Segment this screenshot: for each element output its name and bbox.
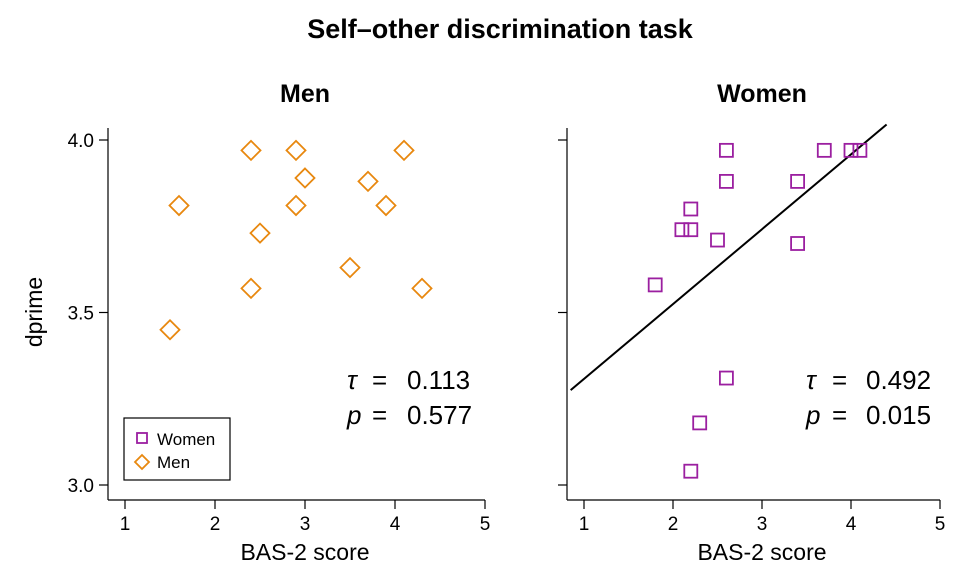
- panel-title-women: Women: [717, 80, 807, 108]
- point-men-2: [240, 139, 262, 162]
- p-value-men: 0.577: [407, 400, 472, 430]
- tau-symbol-women: τ: [806, 365, 818, 395]
- tau-value-women: 0.492: [866, 365, 931, 395]
- point-women-12: [816, 142, 832, 158]
- x-tick-label-women-1: 2: [668, 514, 679, 535]
- point-men-5: [285, 139, 307, 162]
- point-men-3: [240, 277, 262, 300]
- svg-text:τ: τ: [347, 365, 359, 395]
- point-women-4: [683, 463, 699, 479]
- point-women-6: [710, 232, 725, 248]
- point-women-9: [719, 370, 734, 386]
- x-ticks-women: 1 2 3 4 5: [579, 500, 946, 535]
- legend-marker-men: [133, 453, 151, 471]
- point-men-11: [393, 139, 415, 162]
- point-women-3: [683, 201, 699, 217]
- point-women-10: [790, 173, 805, 189]
- y-ticks-men: 3.0 3.5 4.0: [68, 131, 108, 497]
- tau-eq-men: =: [372, 365, 387, 395]
- point-women-11: [790, 236, 805, 251]
- x-ticks-men: 1 2 3 4 5: [120, 500, 491, 535]
- point-men-6: [285, 194, 307, 217]
- point-men-9: [357, 170, 379, 193]
- p-eq-men: =: [372, 400, 387, 430]
- tau-value-men: 0.113: [407, 365, 470, 395]
- y-ticks-women: [558, 139, 567, 486]
- point-women-0: [647, 277, 663, 293]
- y-axis-label: dprime: [21, 277, 47, 347]
- panel-women: Women 1 2 3 4 5 BAS-2 score τ = 0.492 p = 0.…: [558, 80, 945, 565]
- legend-label-men: Men: [157, 453, 190, 472]
- x-tick-label-men-4: 5: [480, 514, 491, 535]
- point-men-1: [168, 194, 190, 217]
- fit-line-women: [570, 123, 888, 391]
- points-women: [647, 142, 868, 479]
- y-tick-label-2: 4.0: [68, 131, 94, 152]
- x-tick-label-women-0: 1: [579, 514, 590, 535]
- point-men-0: [159, 318, 181, 341]
- point-men-7: [294, 167, 316, 189]
- x-tick-label-men-3: 4: [390, 514, 401, 535]
- x-tick-label-men-1: 2: [210, 514, 221, 535]
- point-women-14: [852, 142, 868, 158]
- y-tick-label-0: 3.0: [68, 476, 94, 497]
- legend: Women Men: [123, 417, 231, 481]
- point-men-12: [411, 277, 433, 300]
- point-women-13: [843, 142, 859, 158]
- panel-title-men: Men: [280, 80, 330, 108]
- x-axis-label-men: BAS-2 score: [240, 539, 369, 565]
- x-tick-label-women-3: 4: [846, 514, 857, 535]
- y-tick-label-1: 3.5: [68, 304, 94, 325]
- stats-women: τ = 0.492 p = 0.015: [805, 365, 931, 430]
- x-tick-label-women-2: 3: [757, 514, 768, 535]
- panel-men: Men 3.0 3.5 4.0 1 2 3 4 5 BAS-2 score dprime τ…: [21, 80, 490, 565]
- point-men-8: [339, 256, 361, 279]
- x-tick-label-men-2: 3: [300, 514, 311, 535]
- tau-eq-women: =: [832, 365, 847, 395]
- p-symbol-men: p: [346, 400, 361, 430]
- p-symbol-women: p: [805, 400, 820, 430]
- tau-symbol-men: τ: [347, 365, 359, 395]
- x-tick-label-women-4: 5: [935, 514, 946, 535]
- p-eq-women: =: [832, 400, 847, 430]
- x-axis-label-women: BAS-2 score: [697, 539, 826, 565]
- legend-marker-women: [136, 432, 148, 444]
- point-women-2: [683, 222, 699, 238]
- x-tick-label-men-0: 1: [120, 514, 131, 535]
- point-women-5: [692, 415, 708, 431]
- p-value-women: 0.015: [866, 400, 931, 430]
- point-men-10: [375, 194, 397, 217]
- stats-men: τ = 0.113 p = 0.577: [346, 365, 472, 430]
- legend-label-women: Women: [157, 430, 215, 449]
- point-women-7: [719, 142, 734, 158]
- points-men: [159, 139, 433, 341]
- point-women-1: [674, 222, 690, 238]
- chart-title: Self–other discrimination task: [307, 14, 694, 44]
- point-women-8: [719, 173, 734, 189]
- point-men-4: [249, 222, 271, 244]
